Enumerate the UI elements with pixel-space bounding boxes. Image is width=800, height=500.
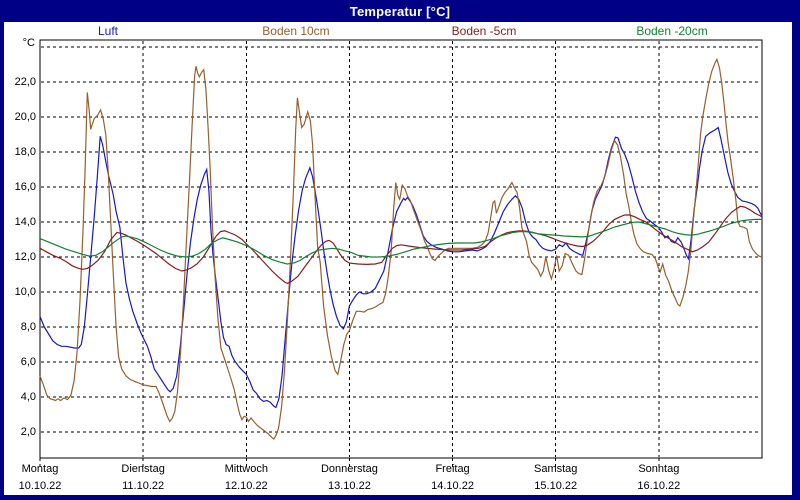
y-tick-label-20: 20,0 [14, 111, 36, 123]
window-border-left [0, 22, 4, 500]
y-tick-label-18: 18,0 [14, 146, 36, 158]
window-border-bottom [0, 495, 800, 500]
x-date-label-16-10-22: 16.10.22 [637, 480, 681, 492]
x-day-label-freitag: Freitag [435, 463, 470, 475]
y-tick-label-4: 4,0 [20, 391, 36, 403]
x-date-label-11-10-22: 11.10.22 [122, 480, 165, 492]
y-tick-label-22: 22,0 [14, 76, 36, 88]
window-titlebar: Temperatur [°C] [0, 0, 800, 22]
y-tick-label-2: 2,0 [20, 426, 36, 438]
chart-title: Temperatur [°C] [349, 3, 451, 19]
x-date-label-14-10-22: 14.10.22 [431, 480, 474, 492]
x-day-label-samstag: Samstag [533, 463, 578, 475]
window-border-right [792, 22, 800, 500]
x-day-label-donnerstag: Donnerstag [320, 463, 378, 475]
series-line-luft [39, 126, 763, 409]
y-tick-label-6: 6,0 [20, 356, 36, 368]
x-day-label-mittwoch: Mittwoch [224, 463, 268, 475]
x-date-label-12-10-22: 12.10.22 [224, 480, 268, 492]
legend-item-luft: Luft [97, 24, 119, 38]
legend-item-boden-20cm: Boden -20cm [636, 24, 708, 38]
chart-legend: Luft Boden 10cm Boden -5cm Boden -20cm [0, 24, 800, 39]
y-tick-label-14: 14,0 [14, 216, 36, 228]
legend-item-boden-10cm: Boden 10cm [262, 24, 330, 38]
y-tick-label-12: 12,0 [14, 251, 36, 263]
y-tick-label-8: 8,0 [20, 321, 36, 333]
y-tick-label-16: 16,0 [14, 181, 36, 193]
x-date-label-10-10-22: 10.10.22 [18, 480, 62, 492]
series-line-boden-10cm [39, 57, 763, 440]
legend-item-boden-5cm: Boden -5cm [451, 24, 517, 38]
series-line-boden-5cm [39, 205, 763, 284]
x-date-label-15-10-22: 15.10.22 [534, 480, 578, 492]
plot-border [39, 39, 763, 459]
x-date-label-13-10-22: 13.10.22 [328, 480, 371, 492]
x-day-label-montag: Montag [21, 463, 59, 475]
y-tick-label-10: 10,0 [14, 286, 36, 298]
series-line-boden-20cm [39, 218, 762, 265]
x-day-label-sonntag: Sonntag [638, 463, 680, 475]
y-axis-unit-label: °C [22, 37, 35, 49]
x-day-label-dienstag: Dienstag [121, 463, 165, 475]
